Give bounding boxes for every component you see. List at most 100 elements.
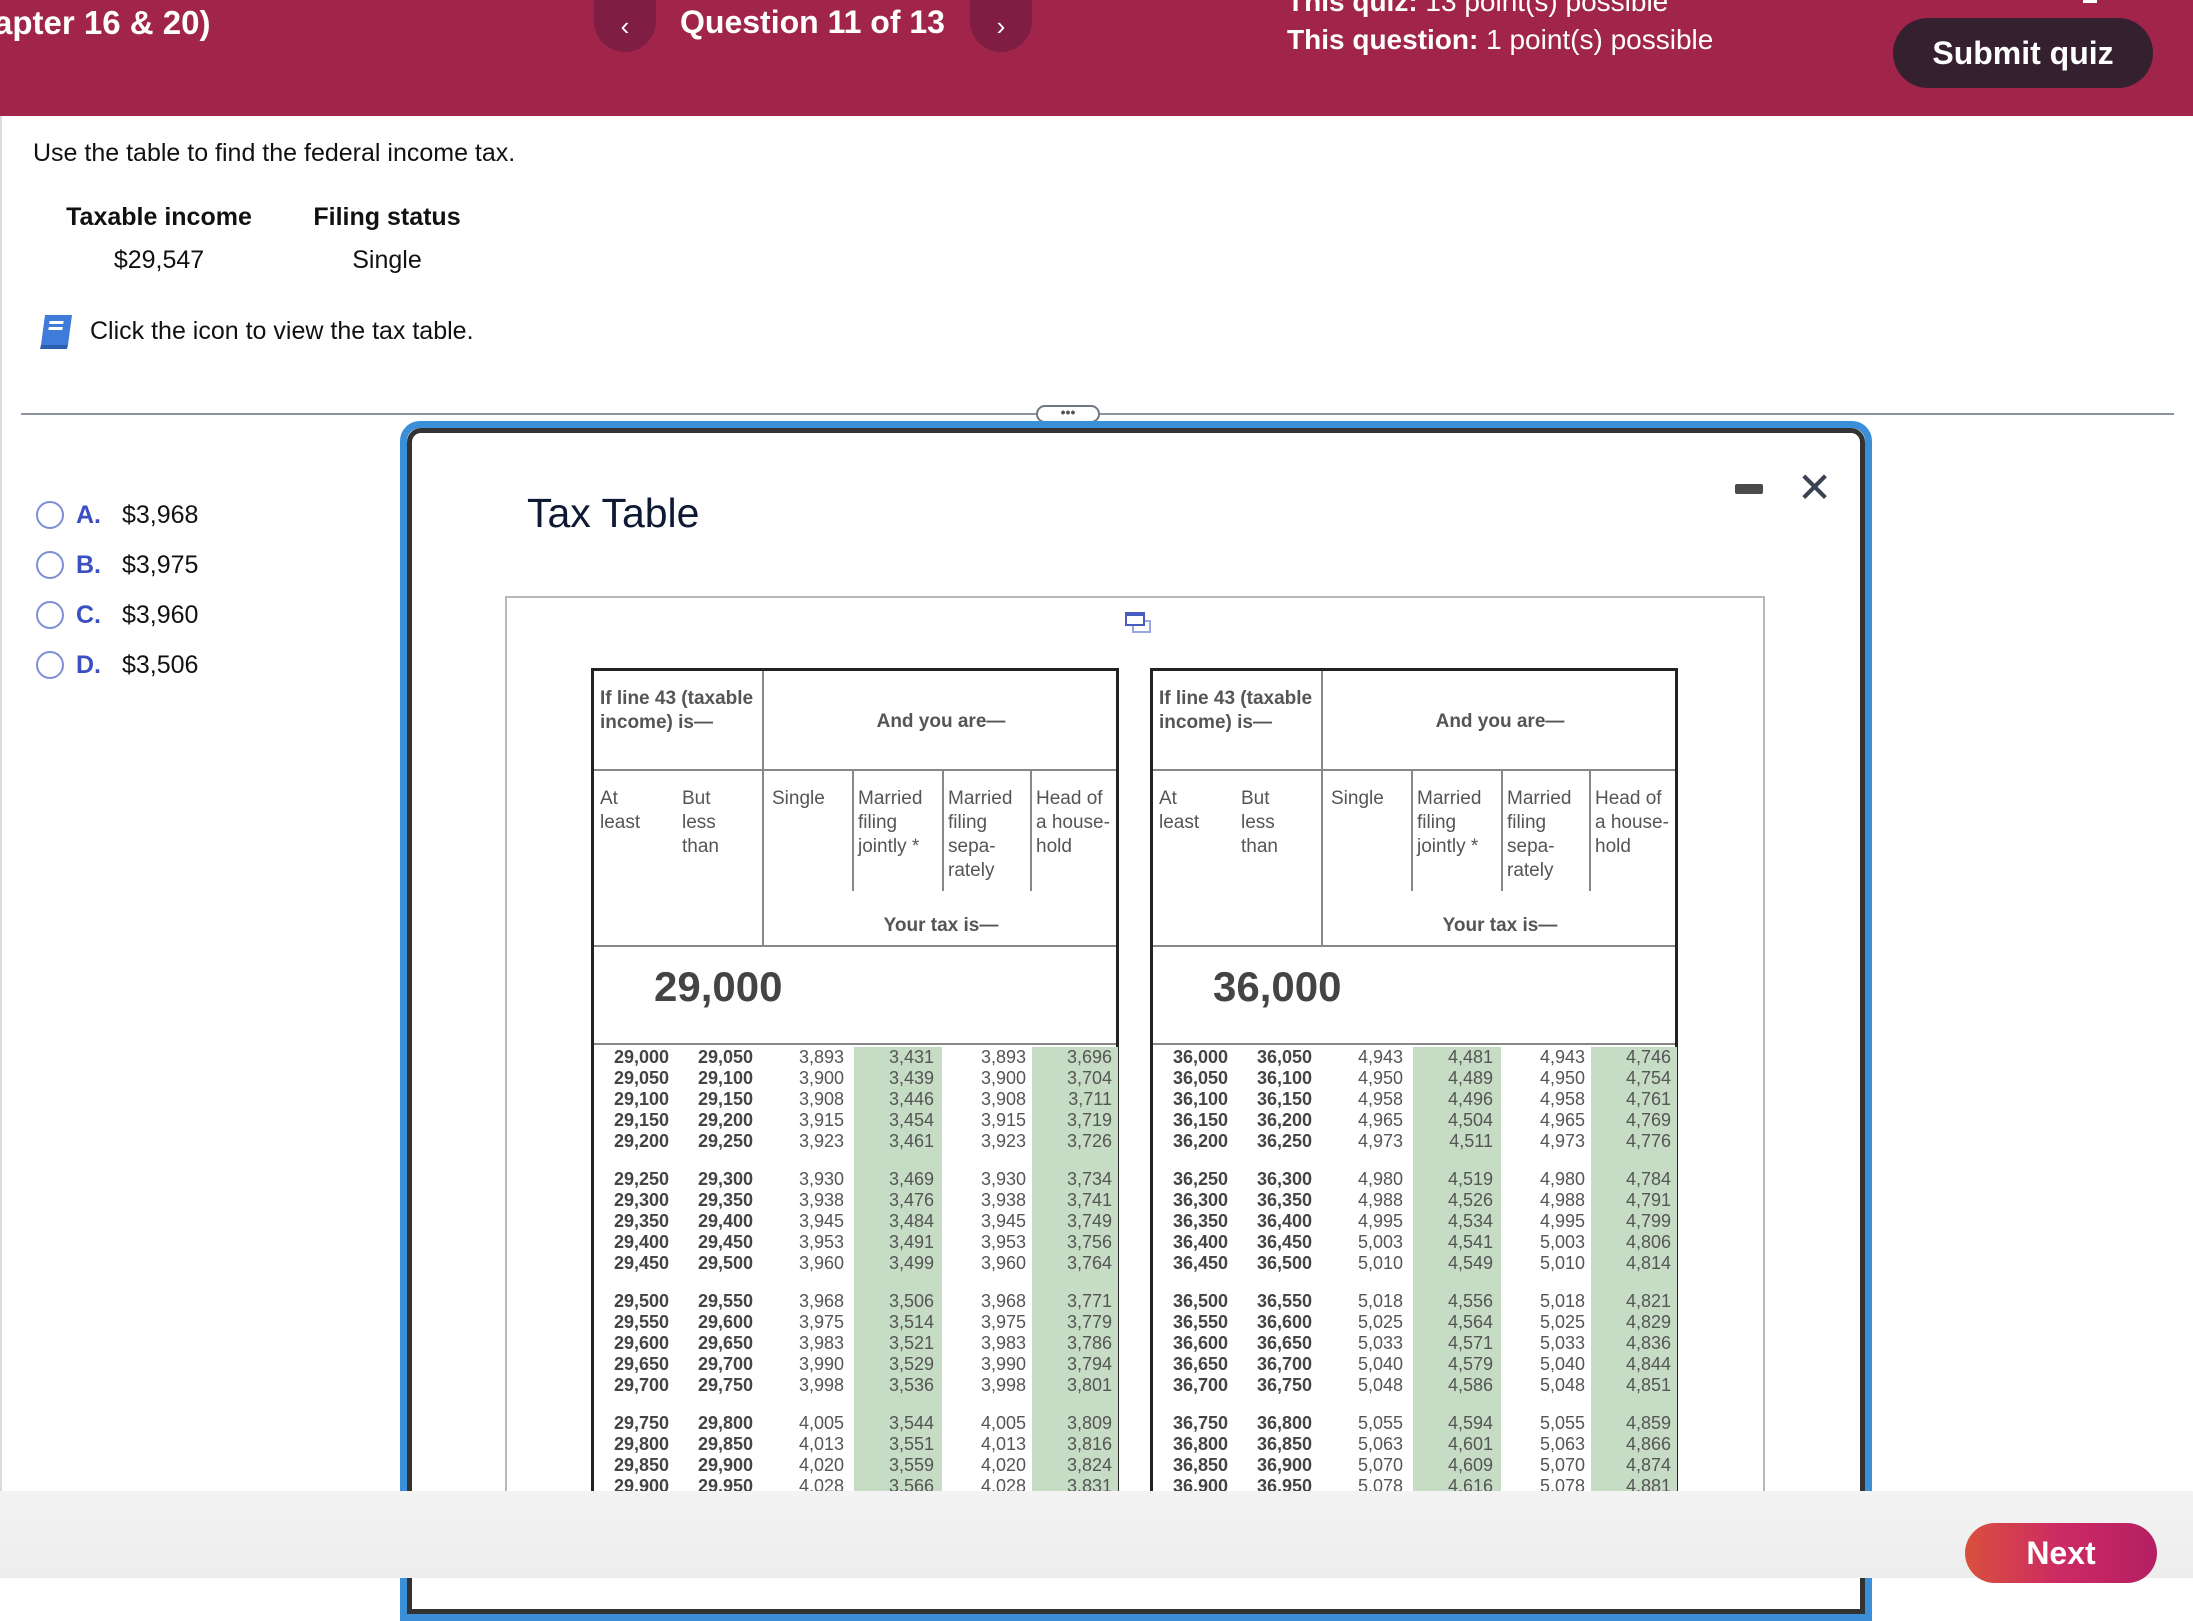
- row-group: 36,000 36,050 4,943 4,481 4,943 4,746 36,050 3…: [1153, 1047, 1675, 1152]
- quiz-points: This quiz: 13 point(s) possible: [1287, 0, 1669, 17]
- quiz-header: apter 16 & 20) ‹ Question 11 of 13 › Thi…: [0, 0, 2193, 116]
- table-row: 29,700 29,750 3,998 3,536 3,998 3,801: [614, 1375, 1112, 1395]
- question-points: This question: 1 point(s) possible: [1287, 24, 1714, 55]
- table-row: 29,550 29,600 3,975 3,514 3,975 3,779: [614, 1312, 1112, 1332]
- row-group: 29,250 29,300 3,930 3,469 3,930 3,734 29,300 2…: [594, 1169, 1116, 1274]
- option-value: $3,968: [122, 500, 199, 529]
- option-d[interactable]: D. $3,506: [36, 640, 198, 690]
- table-row: 36,500 36,550 5,018 4,556 5,018 4,821: [1173, 1291, 1671, 1311]
- table-row: 36,050 36,100 4,950 4,489 4,950 4,754: [1173, 1068, 1671, 1088]
- row-group: 29,500 29,550 3,968 3,506 3,968 3,771 29,550 2…: [594, 1291, 1116, 1396]
- popout-window-icon[interactable]: [1125, 612, 1151, 634]
- answer-options: A. $3,968 B. $3,975 C. $3,960 D. $3,506: [36, 490, 198, 690]
- table-row: 36,850 36,900 5,070 4,609 5,070 4,874: [1173, 1455, 1671, 1475]
- option-value: $3,975: [122, 550, 199, 579]
- tax-table-36000: If line 43 (taxable income) is— And you …: [1150, 668, 1678, 1518]
- quiz-title: apter 16 & 20): [0, 4, 211, 41]
- radio-button-icon[interactable]: [36, 651, 64, 679]
- table-row: 36,200 36,250 4,973 4,511 4,973 4,776: [1173, 1131, 1671, 1151]
- header-and-you-are: And you are—: [1435, 711, 1565, 732]
- shaded-column: [1032, 1047, 1118, 1515]
- table-row: 36,350 36,400 4,995 4,534 4,995 4,799: [1173, 1211, 1671, 1231]
- table-body: 29,000 29,050 3,893 3,431 3,893 3,696 29,050 2…: [594, 1047, 1118, 1517]
- table-row: 36,700 36,750 5,048 4,586 5,048 4,851: [1173, 1375, 1671, 1395]
- filing-status-label: Filing status: [313, 203, 461, 231]
- taxable-income-label: Taxable income: [66, 203, 252, 231]
- bracket-heading: 29,000: [594, 947, 1116, 1045]
- table-row: 36,250 36,300 4,980 4,519 4,980 4,784: [1173, 1169, 1671, 1189]
- option-value: $3,960: [122, 600, 199, 629]
- row-group: 36,500 36,550 5,018 4,556 5,018 4,821 36,550 3…: [1153, 1291, 1675, 1396]
- shaded-column: [854, 1047, 942, 1515]
- filing-status-block: Filing status Single: [310, 203, 464, 275]
- close-icon[interactable]: ✕: [1797, 464, 1833, 511]
- option-a[interactable]: A. $3,968: [36, 490, 198, 540]
- view-tax-table-link[interactable]: Click the icon to view the tax table.: [36, 311, 474, 351]
- table-row: 29,500 29,550 3,968 3,506 3,968 3,771: [614, 1291, 1112, 1311]
- col-head-of-household: Head of a house- hold: [1036, 788, 1110, 857]
- table-row: 29,800 29,850 4,013 3,551 4,013 3,816: [614, 1434, 1112, 1454]
- table-row: 29,450 29,500 3,960 3,499 3,960 3,764: [614, 1253, 1112, 1273]
- tax-table-dialog: Tax Table ✕ If line 43 (taxable income) …: [400, 421, 1872, 1621]
- table-row: 36,650 36,700 5,040 4,579 5,040 4,844: [1173, 1354, 1671, 1374]
- col-married-separately: Married filing sepa- rately: [1507, 788, 1572, 881]
- tax-table-29000: If line 43 (taxable income) is— And you …: [591, 668, 1119, 1518]
- more-options-button[interactable]: •••: [1036, 405, 1100, 423]
- column-divider: [1411, 771, 1413, 891]
- table-row: 29,400 29,450 3,953 3,491 3,953 3,756: [614, 1232, 1112, 1252]
- book-icon[interactable]: [36, 311, 76, 351]
- col-married-separately: Married filing sepa- rately: [948, 788, 1013, 881]
- chevron-right-icon: ›: [996, 10, 1006, 41]
- table-row: 29,600 29,650 3,983 3,521 3,983 3,786: [614, 1333, 1112, 1353]
- col-single: Single: [1331, 788, 1384, 809]
- minimize-icon[interactable]: [1735, 484, 1763, 494]
- submit-quiz-button[interactable]: Submit quiz: [1893, 18, 2153, 88]
- previous-question-button[interactable]: ‹: [594, 0, 656, 52]
- dialog-title: Tax Table: [527, 490, 700, 536]
- table-row: 29,300 29,350 3,938 3,476 3,938 3,741: [614, 1190, 1112, 1210]
- column-divider: [762, 671, 764, 947]
- col-at-least: At least: [600, 788, 641, 833]
- table-row: 36,750 36,800 5,055 4,594 5,055 4,859: [1173, 1413, 1671, 1433]
- table-row: 36,550 36,600 5,025 4,564 5,025 4,829: [1173, 1312, 1671, 1332]
- header-ifline: If line 43 (taxable income) is—: [600, 688, 754, 733]
- content-border: [0, 116, 2, 1491]
- radio-button-icon[interactable]: [36, 601, 64, 629]
- next-question-button[interactable]: ›: [970, 0, 1032, 52]
- filing-status-value: Single: [352, 246, 422, 274]
- radio-button-icon[interactable]: [36, 551, 64, 579]
- col-married-jointly: Married filing jointly *: [858, 788, 923, 857]
- question-prompt: Use the table to find the federal income…: [33, 139, 516, 167]
- table-row: 36,100 36,150 4,958 4,496 4,958 4,761: [1173, 1089, 1671, 1109]
- chevron-left-icon: ‹: [620, 10, 630, 41]
- table-row: 29,150 29,200 3,915 3,454 3,915 3,719: [614, 1110, 1112, 1130]
- table-row: 29,750 29,800 4,005 3,544 4,005 3,809: [614, 1413, 1112, 1433]
- table-row: 36,450 36,500 5,010 4,549 5,010 4,814: [1173, 1253, 1671, 1273]
- taxable-income-value: $29,547: [113, 246, 205, 274]
- your-tax-is-label: Your tax is—: [883, 915, 999, 936]
- option-letter: C.: [76, 600, 101, 629]
- radio-button-icon[interactable]: [36, 501, 64, 529]
- option-letter: D.: [76, 650, 101, 679]
- row-group: 36,250 36,300 4,980 4,519 4,980 4,784 36,300 3…: [1153, 1169, 1675, 1274]
- view-tax-table-text: Click the icon to view the tax table.: [90, 316, 474, 345]
- table-row: 29,000 29,050 3,893 3,431 3,893 3,696: [614, 1047, 1112, 1067]
- table-row: 29,650 29,700 3,990 3,529 3,990 3,794: [614, 1354, 1112, 1374]
- column-headers: At least But less than Single Married fi…: [594, 771, 1116, 947]
- table-row: 29,050 29,100 3,900 3,439 3,900 3,704: [614, 1068, 1112, 1088]
- shaded-column: [1413, 1047, 1501, 1515]
- your-tax-is-label: Your tax is—: [1442, 915, 1558, 936]
- table-row: 29,350 29,400 3,945 3,484 3,945 3,749: [614, 1211, 1112, 1231]
- col-but-less-than: But less than: [1241, 788, 1278, 857]
- column-divider: [942, 771, 944, 891]
- header-ifline: If line 43 (taxable income) is—: [1159, 688, 1313, 733]
- option-c[interactable]: C. $3,960: [36, 590, 198, 640]
- option-b[interactable]: B. $3,975: [36, 540, 198, 590]
- header-and-you-are: And you are—: [876, 711, 1006, 732]
- col-at-least: At least: [1159, 788, 1200, 833]
- next-button[interactable]: Next: [1965, 1523, 2157, 1583]
- option-letter: B.: [76, 550, 101, 579]
- column-divider: [1501, 771, 1503, 891]
- shaded-column: [1591, 1047, 1677, 1515]
- column-headers: At least But less than Single Married fi…: [1153, 771, 1675, 947]
